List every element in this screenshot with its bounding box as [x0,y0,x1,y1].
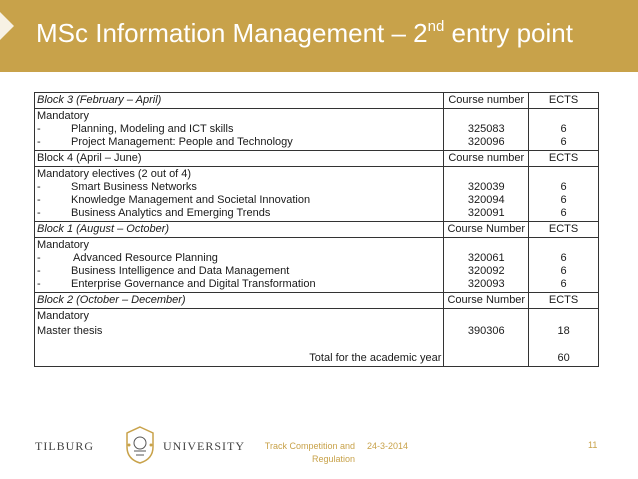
dash: - [37,252,41,264]
block2-col-ects: ECTS [528,292,599,309]
block3-numbers: 325083 320096 [443,108,530,151]
block1-ects: 6 6 6 [528,237,599,293]
course-name: Project Management: People and Technolog… [71,136,293,148]
course-number: 320092 [467,265,505,277]
block2-group: Mandatory [37,310,89,322]
list-item: - Business Analytics and Emerging Trends [37,207,441,220]
course-ects: 6 [560,265,567,277]
block1-col-course-number: Course Number [443,221,530,238]
university-seal-icon [126,426,154,464]
block3-header-row: Block 3 (February – April) Course number… [33,92,599,109]
block1-numbers: 320061 320092 320093 [443,237,530,293]
title-rest: entry point [444,18,573,48]
course-name: Smart Business Networks [71,181,197,193]
block1-group: Mandatory [37,239,89,251]
block1-header-row: Block 1 (August – October) Course Number… [33,221,599,238]
block3-body-row: Mandatory - Planning, Modeling and ICT sk… [33,108,599,151]
block4-group: Mandatory electives (2 out of 4) [37,168,192,180]
block3-col-course-number: Course number [443,92,530,109]
block1-courses: Mandatory - Advanced Resource Planning - B… [33,237,445,293]
course-number: 320061 [467,252,505,264]
block4-col-course-number: Course number [443,150,530,167]
course-number: 320096 [467,136,505,148]
total-label: Total for the academic year [309,352,442,364]
block4-numbers: 320039 320094 320091 [443,166,530,222]
title-main: MSc Information Management – 2 [36,18,428,48]
block2-courses: Mandatory Master thesis Total for the ac… [33,308,445,367]
block4-header-row: Block 4 (April – June) Course number ECT… [33,150,599,167]
block2-body-row: Mandatory Master thesis Total for the ac… [33,308,599,367]
footer-event-line1: Track Competition and [264,441,355,451]
block2-numbers: 390306 [443,308,530,367]
block3-label: Block 3 (February – April) [33,92,445,109]
block3-ects: 6 6 [528,108,599,151]
course-name: Business Analytics and Emerging Trends [71,207,271,219]
course-ects: 6 [560,207,567,219]
block2-header-row: Block 2 (October – December) Course Numb… [33,292,599,309]
block3-courses: Mandatory - Planning, Modeling and ICT sk… [33,108,445,151]
course-number: 320091 [467,207,505,219]
block4-courses: Mandatory electives (2 out of 4) - Smart … [33,166,445,222]
block4-body-row: Mandatory electives (2 out of 4) - Smart … [33,166,599,222]
logo-word-tilburg: TILBURG [35,439,94,453]
course-name: Enterprise Governance and Digital Transf… [71,278,316,290]
thesis-number: 390306 [467,325,505,337]
course-number: 325083 [467,123,505,135]
total-ects: 60 [557,352,570,364]
block1-body-row: Mandatory - Advanced Resource Planning - B… [33,237,599,293]
footer-event-line2: Regulation [311,454,355,464]
course-name: Advanced Resource Planning [73,252,218,264]
list-item: - Planning, Modeling and ICT skills [37,123,441,136]
list-item: - Knowledge Management and Societal Innov… [37,194,441,207]
logo-word-university: UNIVERSITY [163,439,245,453]
block1-label: Block 1 (August – October) [33,221,445,238]
course-number: 320093 [467,278,505,290]
course-name: Planning, Modeling and ICT skills [71,123,234,135]
slide-title: MSc Information Management – 2nd entry p… [36,18,573,49]
footer-date: 24-3-2014 [367,441,409,451]
block2-col-course-number: Course Number [443,292,530,309]
course-name: Knowledge Management and Societal Innova… [71,194,311,206]
course-ects: 6 [560,136,567,148]
course-ects: 6 [560,278,567,290]
block4-label: Block 4 (April – June) [33,150,445,167]
course-number: 320039 [467,181,505,193]
block4-ects: 6 6 6 [528,166,599,222]
corner-accent-icon [0,12,14,40]
list-item: - Smart Business Networks [37,181,441,194]
list-item: - Advanced Resource Planning [37,252,441,265]
dash: - [37,278,41,290]
block4-col-ects: ECTS [528,150,599,167]
list-item: - Project Management: People and Technolo… [37,136,441,149]
block2-ects: 18 60 [528,308,599,367]
dash: - [37,207,41,219]
block3-group: Mandatory [37,110,89,122]
dash: - [37,181,41,193]
course-ects: 6 [560,181,567,193]
dash: - [37,265,41,277]
course-ects: 6 [560,252,567,264]
thesis-ects: 18 [557,325,570,337]
course-number: 320094 [467,194,505,206]
course-name: Business Intelligence and Data Managemen… [71,265,290,277]
thesis-name: Master thesis [37,325,103,337]
course-ects: 6 [560,123,567,135]
title-bar: MSc Information Management – 2nd entry p… [0,0,638,72]
block1-col-ects: ECTS [528,221,599,238]
page-number: 11 [588,440,598,450]
title-superscript: nd [427,18,445,35]
dash: - [37,123,41,135]
block3-col-ects: ECTS [528,92,599,109]
dash: - [37,194,41,206]
list-item: - Business Intelligence and Data Manageme… [37,265,441,278]
course-ects: 6 [560,194,567,206]
university-logo: TILBURG UNIVERSITY [35,425,244,465]
block2-label: Block 2 (October – December) [33,292,445,309]
footer-event: Track Competition and Regulation [250,440,355,466]
course-table: Block 3 (February – April) Course number… [33,92,599,367]
dash: - [37,136,41,148]
list-item: - Enterprise Governance and Digital Trans… [37,278,441,291]
